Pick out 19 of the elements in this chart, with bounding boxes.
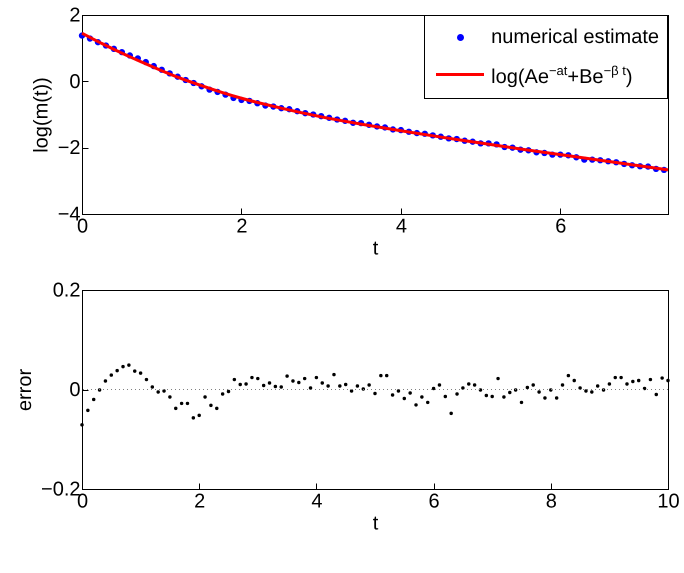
- y-tick-label: 0: [69, 379, 80, 401]
- x-axis-title: t: [372, 512, 379, 534]
- legend-label: numerical estimate: [491, 25, 659, 50]
- y-tick-label: 0.2: [52, 280, 80, 302]
- x-tick-label: 2: [194, 490, 206, 512]
- x-tick-label: 10: [657, 490, 680, 512]
- y-axis-title: error: [14, 368, 36, 412]
- x-tick-label: 4: [311, 490, 322, 512]
- legend-label: log(Ae$^{−at}$+Be$^{−β t}$): [491, 62, 633, 90]
- x-tick-label: 8: [546, 490, 557, 512]
- x-tick-label: 2: [236, 216, 248, 238]
- y-axis-title: log(m(t)): [30, 77, 53, 153]
- x-tick-label: 4: [396, 216, 407, 238]
- y-tick-label: 2: [69, 4, 80, 26]
- x-tick-label: 6: [428, 490, 440, 512]
- x-tick-label: 6: [555, 216, 566, 238]
- x-axis-title: t: [372, 238, 379, 260]
- y-tick-label: −2: [58, 137, 80, 160]
- y-tick-label: 0: [69, 70, 80, 93]
